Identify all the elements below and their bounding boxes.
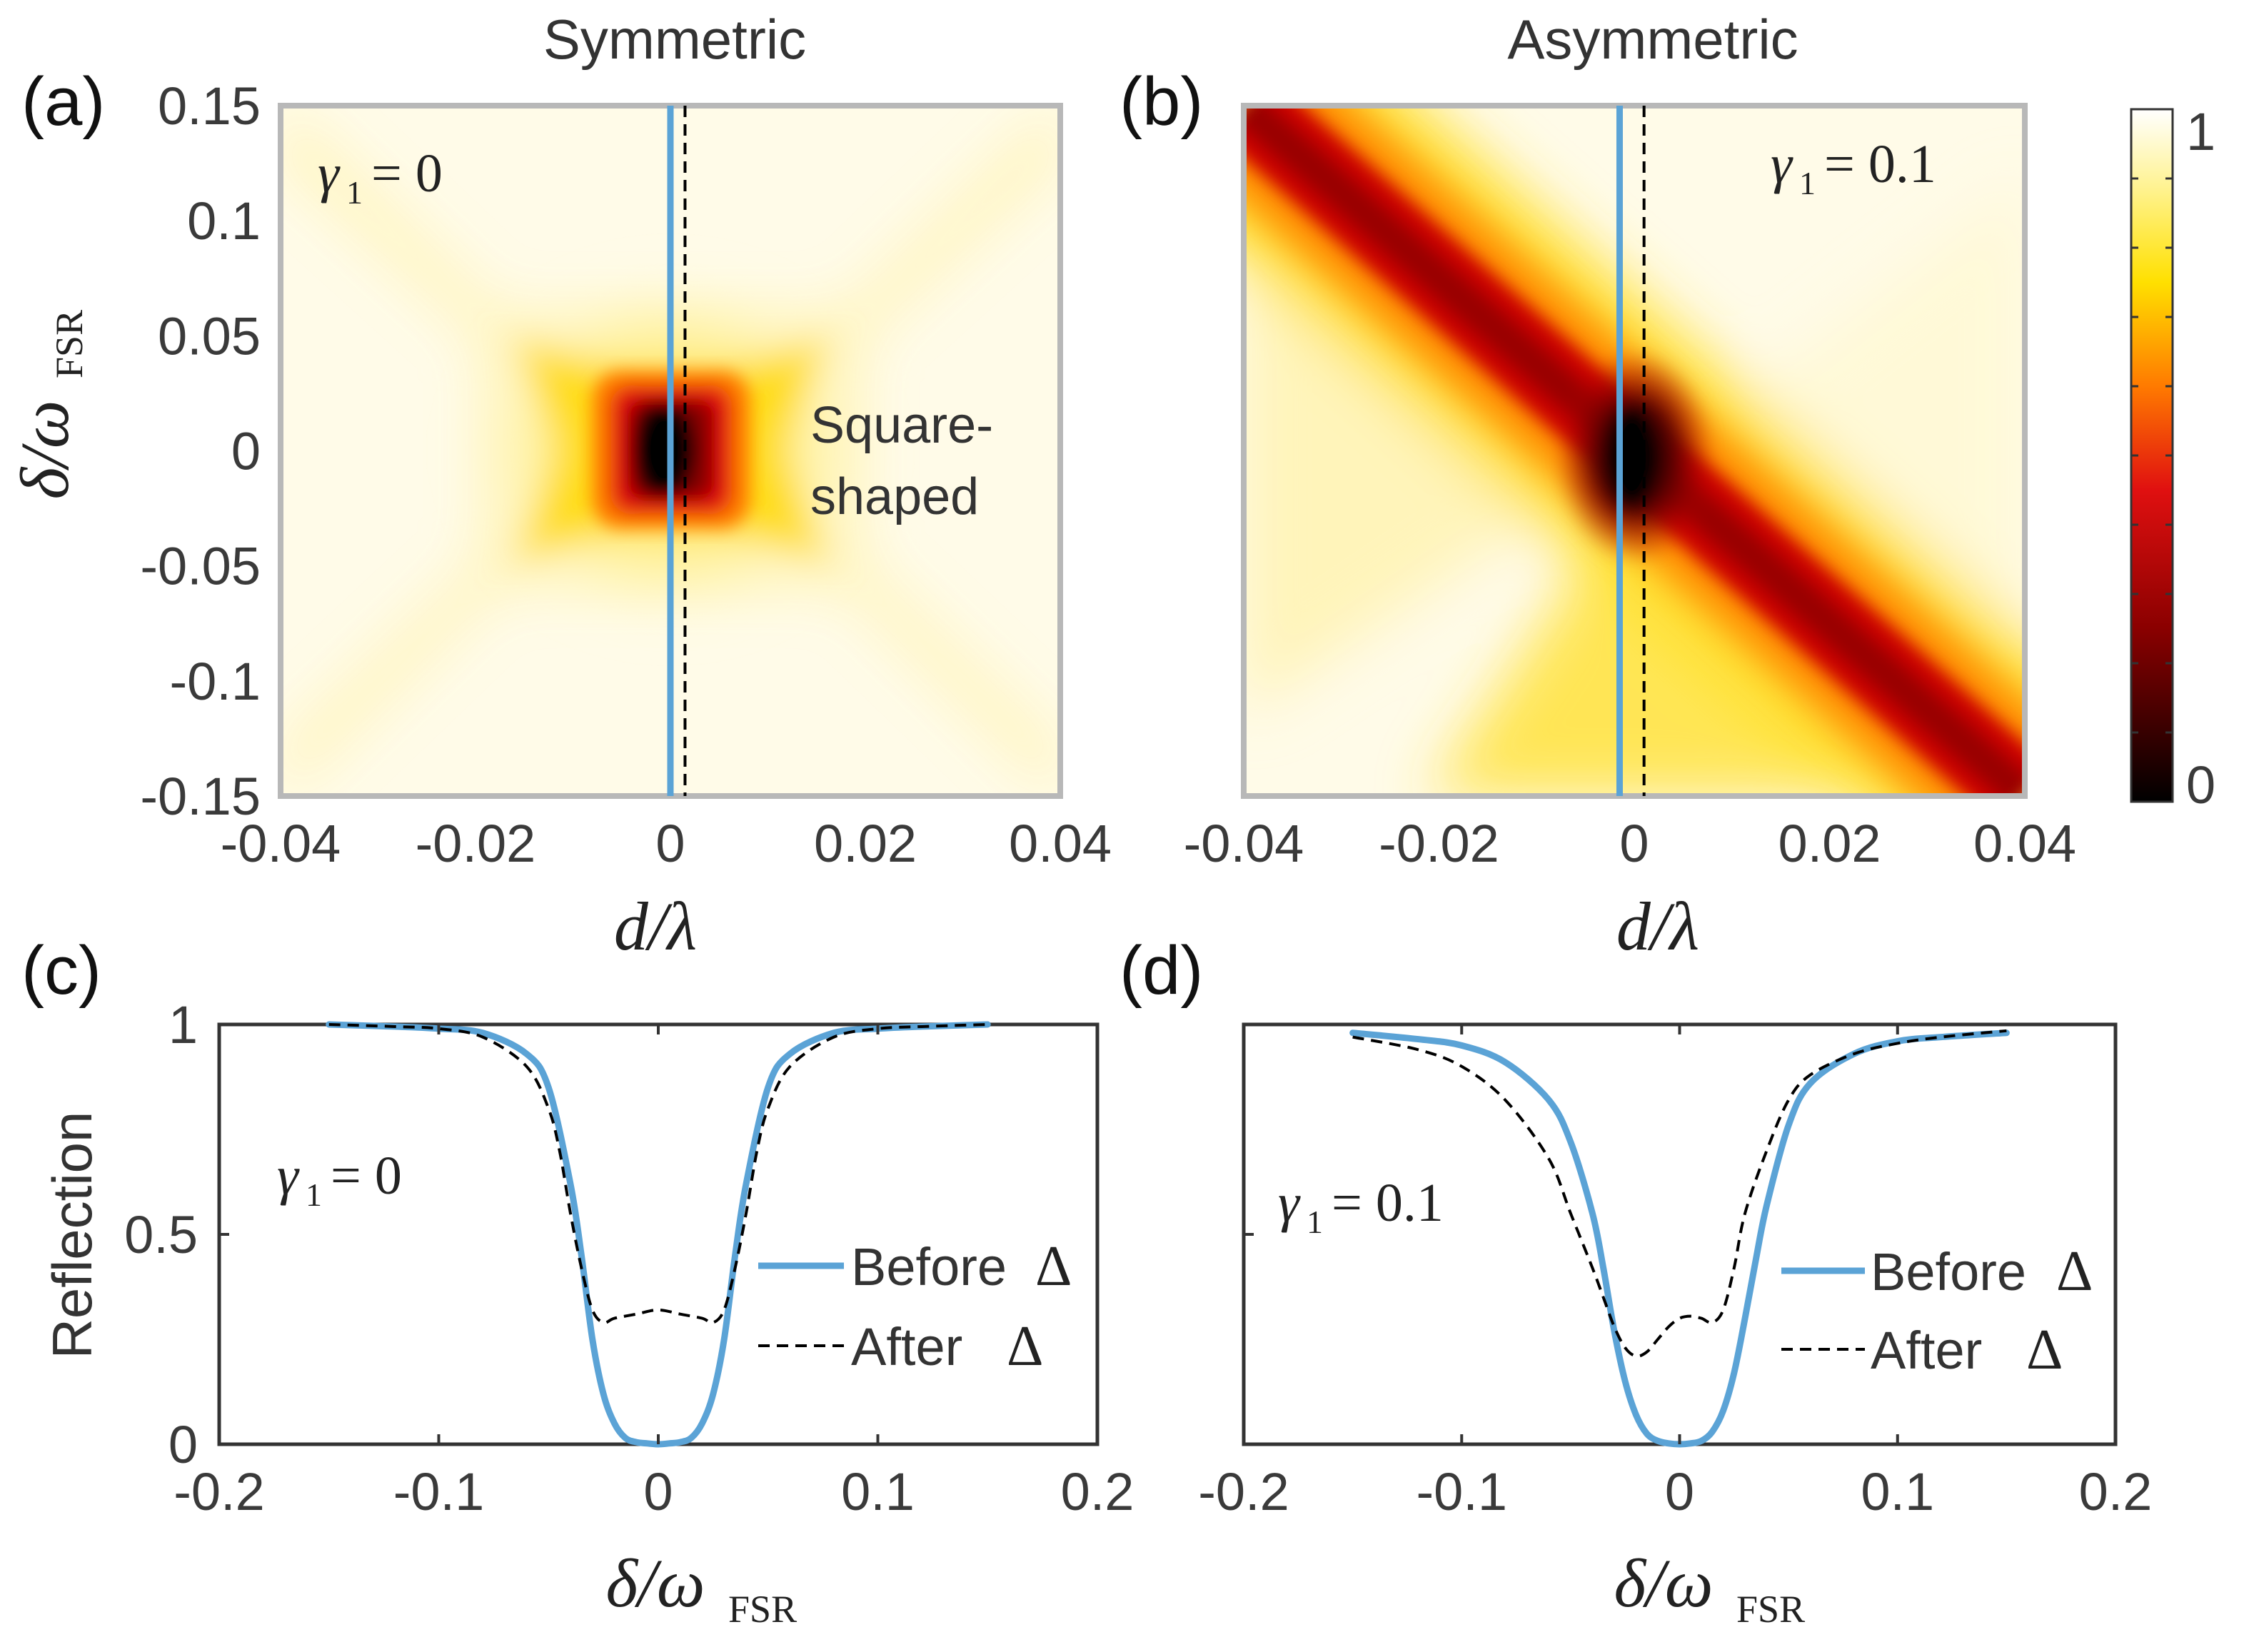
panel-b-title: Asymmetric bbox=[1507, 8, 1798, 71]
y-tick-label: 0.1 bbox=[187, 191, 261, 251]
colorbar: 1 0 bbox=[2130, 102, 2215, 815]
panel-b-xticks: -0.04 -0.02 0 0.02 0.04 bbox=[1184, 814, 2076, 873]
panel-c-legend: Before Δ After Δ bbox=[758, 1235, 1072, 1378]
panel-a-title: Symmetric bbox=[543, 8, 806, 71]
legend-after-label: After bbox=[851, 1317, 962, 1376]
x-tick-label: -0.2 bbox=[1198, 1462, 1289, 1521]
legend-before-delta: Δ bbox=[2056, 1240, 2093, 1303]
legend-before-label: Before bbox=[851, 1237, 1007, 1296]
gamma-subscript: 1 bbox=[306, 1177, 322, 1213]
panel-d-frame bbox=[1242, 1022, 2118, 1446]
legend-before-label: Before bbox=[1871, 1242, 2026, 1301]
panel-c-plot bbox=[326, 1021, 991, 1448]
panel-d-plot bbox=[1244, 1023, 2010, 1448]
panel-label-a: (a) bbox=[21, 64, 105, 140]
series-before-line bbox=[326, 1021, 991, 1448]
panel-c-xlabel: δ/ω FSR bbox=[605, 1545, 797, 1631]
x-tick-label: -0.02 bbox=[1379, 814, 1499, 873]
legend-after-delta: Δ bbox=[1007, 1315, 1043, 1378]
panel-b-frame bbox=[1241, 103, 2028, 799]
x-tick-label: 0 bbox=[1665, 1462, 1694, 1521]
gamma-subscript: 1 bbox=[1799, 165, 1816, 201]
series-before-line bbox=[1349, 1029, 2010, 1448]
panel-label-b: (b) bbox=[1120, 64, 1203, 140]
xlabel-sub: FSR bbox=[728, 1588, 797, 1631]
gamma-symbol: γ bbox=[1771, 134, 1793, 194]
x-tick-label: 0 bbox=[1619, 814, 1649, 873]
panel-a-xlabel: d/λ bbox=[614, 888, 697, 964]
xlabel-sub: FSR bbox=[1736, 1588, 1805, 1631]
x-tick-label: -0.04 bbox=[1184, 814, 1304, 873]
x-tick-label: 0.04 bbox=[1973, 814, 2076, 873]
panel-d-xticks: -0.2 -0.1 0 0.1 0.2 bbox=[1198, 1024, 2152, 1521]
panel-d-legend: Before Δ After Δ bbox=[1781, 1240, 2093, 1381]
gamma-symbol: γ bbox=[277, 1146, 300, 1206]
panel-b-xlabel: d/λ bbox=[1616, 888, 1699, 964]
legend-after-delta: Δ bbox=[2026, 1319, 2063, 1381]
annotation-shaped: shaped bbox=[810, 468, 979, 525]
y-tick-label: 0.5 bbox=[124, 1205, 198, 1264]
panel-label-d: (d) bbox=[1120, 932, 1203, 1009]
ylabel-main: δ/ω bbox=[6, 400, 83, 499]
panel-c-frame bbox=[217, 1022, 1100, 1446]
gamma-value: = 0.1 bbox=[1332, 1173, 1444, 1233]
x-tick-label: 0.1 bbox=[1861, 1462, 1934, 1521]
gamma-subscript: 1 bbox=[346, 174, 363, 211]
colorbar-ticks bbox=[2131, 108, 2173, 803]
panel-c-xticks: -0.2 -0.1 0 0.1 0.2 bbox=[173, 1024, 1134, 1521]
x-tick-label: -0.1 bbox=[1416, 1462, 1507, 1521]
x-tick-label: 0 bbox=[655, 814, 685, 873]
y-tick-label: -0.05 bbox=[140, 537, 261, 596]
x-tick-label: 0.1 bbox=[841, 1462, 915, 1521]
x-tick-label: 0.2 bbox=[1061, 1462, 1134, 1521]
y-tick-label: 0 bbox=[231, 422, 261, 481]
x-tick-label: 0.04 bbox=[1009, 814, 1112, 873]
panel-d-xlabel: δ/ω FSR bbox=[1614, 1545, 1805, 1631]
y-tick-label: -0.15 bbox=[140, 767, 261, 826]
panel-b-gamma: γ 1 = 0.1 bbox=[1771, 134, 1936, 201]
panel-c-gamma: γ 1 = 0 bbox=[277, 1146, 402, 1213]
x-tick-label: -0.1 bbox=[393, 1462, 485, 1521]
x-tick-label: 0.02 bbox=[1778, 814, 1881, 873]
annotation-square: Square- bbox=[810, 397, 993, 454]
xlabel-main: δ/ω bbox=[1614, 1545, 1713, 1621]
xlabel-main: δ/ω bbox=[605, 1545, 705, 1621]
y-tick-label: 0.15 bbox=[158, 76, 261, 136]
ylabel-sub: FSR bbox=[48, 310, 91, 378]
y-tick-label: 0 bbox=[168, 1415, 198, 1474]
legend-after-label: After bbox=[1871, 1321, 1982, 1380]
series-after-line bbox=[1352, 1029, 2007, 1358]
x-tick-label: -0.02 bbox=[416, 814, 536, 873]
panel-a-ylabel: δ/ω FSR bbox=[6, 310, 91, 500]
panel-a-gamma: γ 1 = 0 bbox=[318, 143, 443, 211]
series-after-line bbox=[328, 1023, 988, 1324]
gamma-subscript: 1 bbox=[1307, 1204, 1323, 1240]
gamma-symbol: γ bbox=[318, 143, 341, 203]
y-tick-label: -0.1 bbox=[169, 652, 261, 711]
colorbar-min-label: 0 bbox=[2186, 755, 2215, 815]
colorbar-max-label: 1 bbox=[2186, 102, 2215, 161]
panel-d-gamma: γ 1 = 0.1 bbox=[1278, 1173, 1444, 1240]
x-tick-label: 0.2 bbox=[2079, 1462, 2153, 1521]
y-tick-label: 0.05 bbox=[158, 306, 261, 366]
gamma-value: = 0 bbox=[371, 143, 443, 203]
panel-b-heatmap bbox=[1244, 106, 2025, 796]
x-tick-label: -0.04 bbox=[221, 814, 341, 873]
legend-before-delta: Δ bbox=[1035, 1235, 1072, 1298]
x-tick-label: 0.02 bbox=[814, 814, 917, 873]
gamma-value: = 0 bbox=[331, 1146, 402, 1206]
panel-c-ylabel: Reflection bbox=[41, 1112, 104, 1359]
gamma-value: = 0.1 bbox=[1824, 134, 1936, 194]
panel-c-yticks: 10.50 bbox=[124, 995, 229, 1474]
x-tick-label: 0 bbox=[643, 1462, 673, 1521]
gamma-symbol: γ bbox=[1278, 1173, 1301, 1233]
panel-a-yticks: 0.15 0.1 0.05 0 -0.05 -0.1 -0.15 bbox=[140, 76, 261, 826]
x-tick-label: -0.2 bbox=[173, 1462, 265, 1521]
panel-label-c: (c) bbox=[21, 932, 101, 1009]
y-tick-label: 1 bbox=[168, 995, 198, 1054]
panel-a-xticks: -0.04 -0.02 0 0.02 0.04 bbox=[221, 814, 1112, 873]
